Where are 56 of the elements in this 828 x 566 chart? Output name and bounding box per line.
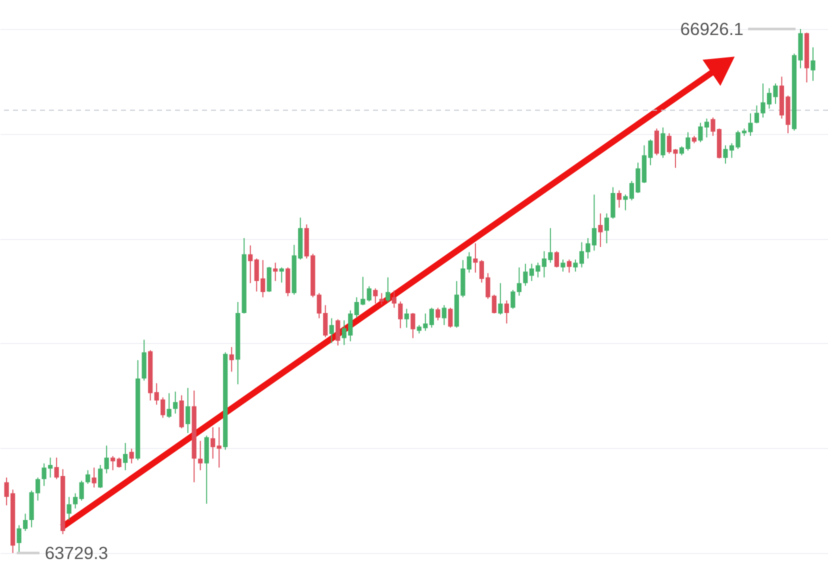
candlestick xyxy=(616,190,622,208)
candlestick xyxy=(516,266,522,296)
candlestick xyxy=(392,290,396,308)
candlestick xyxy=(329,318,334,344)
candlestick xyxy=(592,194,596,252)
candlestick xyxy=(436,307,440,321)
candlestick xyxy=(473,242,478,274)
candlestick xyxy=(373,288,378,304)
candlestick xyxy=(573,259,578,272)
candlestick xyxy=(554,250,559,268)
candlestick xyxy=(429,307,434,328)
candlestick xyxy=(366,286,372,302)
candlestick xyxy=(504,300,509,324)
candlestick xyxy=(116,457,122,468)
candlestick xyxy=(186,387,190,434)
candlestick xyxy=(410,312,416,339)
candlestick xyxy=(273,262,278,282)
candlestick xyxy=(654,128,660,156)
candlestick xyxy=(386,276,390,302)
candlestick xyxy=(523,263,528,286)
candlestick xyxy=(398,300,403,329)
candlestick xyxy=(404,308,409,328)
candlestick xyxy=(492,294,496,314)
candlestick xyxy=(566,259,572,274)
annotation: 66926.1 xyxy=(680,18,744,39)
candlestick xyxy=(810,46,816,82)
candlestick xyxy=(216,426,222,468)
candlestick xyxy=(210,426,216,460)
candlestick xyxy=(104,445,109,474)
candlestick xyxy=(123,442,128,471)
candlestick xyxy=(379,292,384,306)
candlestick xyxy=(166,392,172,418)
candlestick xyxy=(498,282,503,316)
candlestick xyxy=(73,492,78,509)
candlestick xyxy=(248,244,253,284)
candlestick xyxy=(173,391,178,414)
candlestick xyxy=(98,464,103,489)
candlestick xyxy=(560,259,566,272)
candlestick xyxy=(229,346,234,372)
candlestick xyxy=(466,252,472,274)
candlestick xyxy=(604,212,609,244)
candlestick xyxy=(92,467,96,488)
candlestick xyxy=(86,470,90,484)
candlestick xyxy=(442,304,446,326)
candlestick xyxy=(129,448,134,464)
candlestick xyxy=(66,496,72,520)
candlestick xyxy=(110,456,116,471)
candlestick xyxy=(510,289,516,310)
candlestick xyxy=(448,307,453,328)
candlestick xyxy=(79,480,84,502)
candlestick xyxy=(598,212,603,248)
candlestick xyxy=(198,440,203,471)
annotation: 63729.3 xyxy=(44,543,108,564)
candlestick xyxy=(660,126,666,158)
candlestick xyxy=(279,266,284,284)
candlestick xyxy=(336,318,340,346)
